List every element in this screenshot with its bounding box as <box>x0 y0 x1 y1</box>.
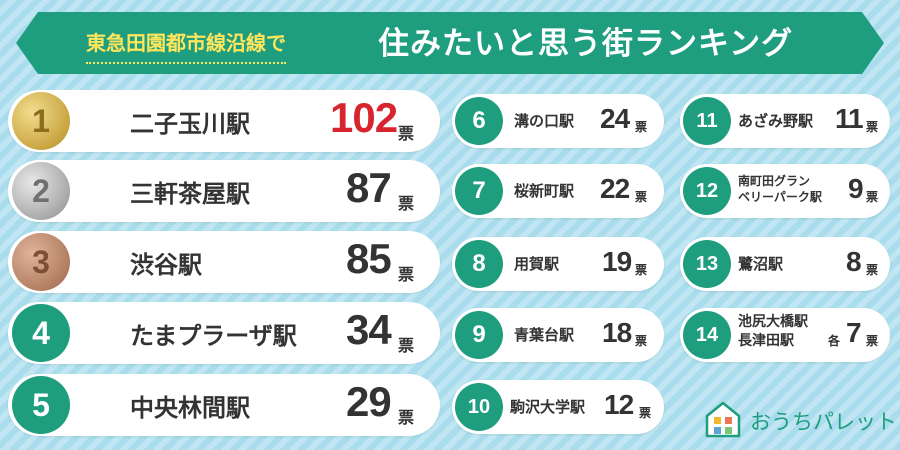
vote-count: 34 <box>346 306 392 353</box>
station-name: 溝の口駅 <box>514 112 575 130</box>
each-label: 各 <box>828 334 841 348</box>
rank-row-6: 6 溝の口駅 24 票 <box>452 94 664 148</box>
vote-unit: 票 <box>866 334 879 348</box>
rank-row-14: 14 池尻大橋駅 長津田駅 各 7 票 <box>680 308 890 362</box>
rank-row-3: 3 渋谷駅 85 票 <box>8 231 440 293</box>
vote-count: 24 <box>600 103 630 134</box>
vote-unit: 票 <box>866 120 879 134</box>
station-name: 青葉台駅 <box>514 326 575 344</box>
rank-badge: 3 <box>12 233 70 291</box>
vote-count: 9 <box>848 173 864 204</box>
rank-badge: 13 <box>683 240 731 288</box>
rank-badge: 1 <box>12 92 70 150</box>
vote-unit: 票 <box>635 334 648 348</box>
vote-unit: 票 <box>398 336 415 355</box>
vote-count: 87 <box>346 164 392 211</box>
vote-count: 8 <box>846 246 862 277</box>
station-name-line2: 長津田駅 <box>738 333 794 349</box>
rank-row-5: 5 中央林間駅 29 票 <box>8 374 440 436</box>
rank-row-9: 9 青葉台駅 18 票 <box>452 308 664 362</box>
rank-row-13: 13 鷺沼駅 8 票 <box>680 237 890 291</box>
rank-row-12: 12 南町田グラン ベリーパーク駅 9 票 <box>680 164 890 218</box>
vote-unit: 票 <box>635 263 648 277</box>
rank-badge: 10 <box>455 383 503 431</box>
rank-badge: 12 <box>683 167 731 215</box>
house-palette-icon <box>705 401 741 438</box>
rank-badge: 7 <box>455 167 503 215</box>
banner-title: 住みたいと思う街ランキング <box>378 26 794 62</box>
station-name: 南町田グラン ベリーパーク駅 <box>738 173 822 205</box>
rank-row-8: 8 用賀駅 19 票 <box>452 237 664 291</box>
vote-count: 7 <box>846 317 862 348</box>
rank-row-2: 2 三軒茶屋駅 87 票 <box>8 160 440 222</box>
station-name-line1: 南町田グラン <box>738 174 811 188</box>
rank-badge: 11 <box>683 97 731 145</box>
station-name: 二子玉川駅 <box>130 110 250 138</box>
banner-subtitle: 東急田園都市線沿線で <box>86 24 286 64</box>
vote-count: 22 <box>600 173 630 204</box>
rank-badge: 9 <box>455 311 503 359</box>
vote-count: 29 <box>346 378 392 425</box>
vote-unit: 票 <box>866 263 879 277</box>
rank-row-10: 10 駒沢大学駅 12 票 <box>452 380 664 434</box>
vote-unit: 票 <box>398 194 415 213</box>
station-name: 桜新町駅 <box>514 182 575 200</box>
station-name: あざみ野駅 <box>738 112 814 130</box>
rank-badge: 6 <box>455 97 503 145</box>
station-name: 渋谷駅 <box>130 251 202 279</box>
vote-count: 12 <box>604 389 634 420</box>
rank-badge: 4 <box>12 304 70 362</box>
rank-row-1: 1 二子玉川駅 102 票 <box>8 90 440 152</box>
station-name: 鷺沼駅 <box>738 255 784 273</box>
title-banner: 東急田園都市線沿線で 住みたいと思う街ランキング <box>16 12 884 74</box>
rank-badge: 5 <box>12 376 70 434</box>
vote-unit: 票 <box>866 190 879 204</box>
rank-row-11: 11 あざみ野駅 11 票 <box>680 94 890 148</box>
rank-badge: 14 <box>683 311 731 359</box>
station-name: 駒沢大学駅 <box>510 398 586 416</box>
rank-badge: 2 <box>12 162 70 220</box>
vote-count: 19 <box>602 246 632 277</box>
station-name-line1: 池尻大橋駅 <box>738 314 808 330</box>
station-name: 用賀駅 <box>514 255 560 273</box>
rank-row-4: 4 たまプラーザ駅 34 票 <box>8 302 440 364</box>
vote-unit: 票 <box>398 408 415 427</box>
vote-unit: 票 <box>398 124 415 143</box>
vote-count: 18 <box>602 317 632 348</box>
vote-unit: 票 <box>639 406 652 420</box>
rank-badge: 8 <box>455 240 503 288</box>
vote-unit: 票 <box>635 190 648 204</box>
vote-count: 11 <box>835 103 864 134</box>
station-name: 池尻大橋駅 長津田駅 <box>738 313 808 351</box>
station-name: 三軒茶屋駅 <box>130 180 250 208</box>
logo-text: おうちパレット <box>750 410 897 434</box>
vote-count: 102 <box>330 94 398 141</box>
vote-unit: 票 <box>398 265 415 284</box>
rank-row-7: 7 桜新町駅 22 票 <box>452 164 664 218</box>
station-name-line2: ベリーパーク駅 <box>738 190 822 204</box>
vote-unit: 票 <box>635 120 648 134</box>
station-name: 中央林間駅 <box>130 394 250 422</box>
vote-count: 85 <box>346 235 392 282</box>
station-name: たまプラーザ駅 <box>130 322 297 350</box>
